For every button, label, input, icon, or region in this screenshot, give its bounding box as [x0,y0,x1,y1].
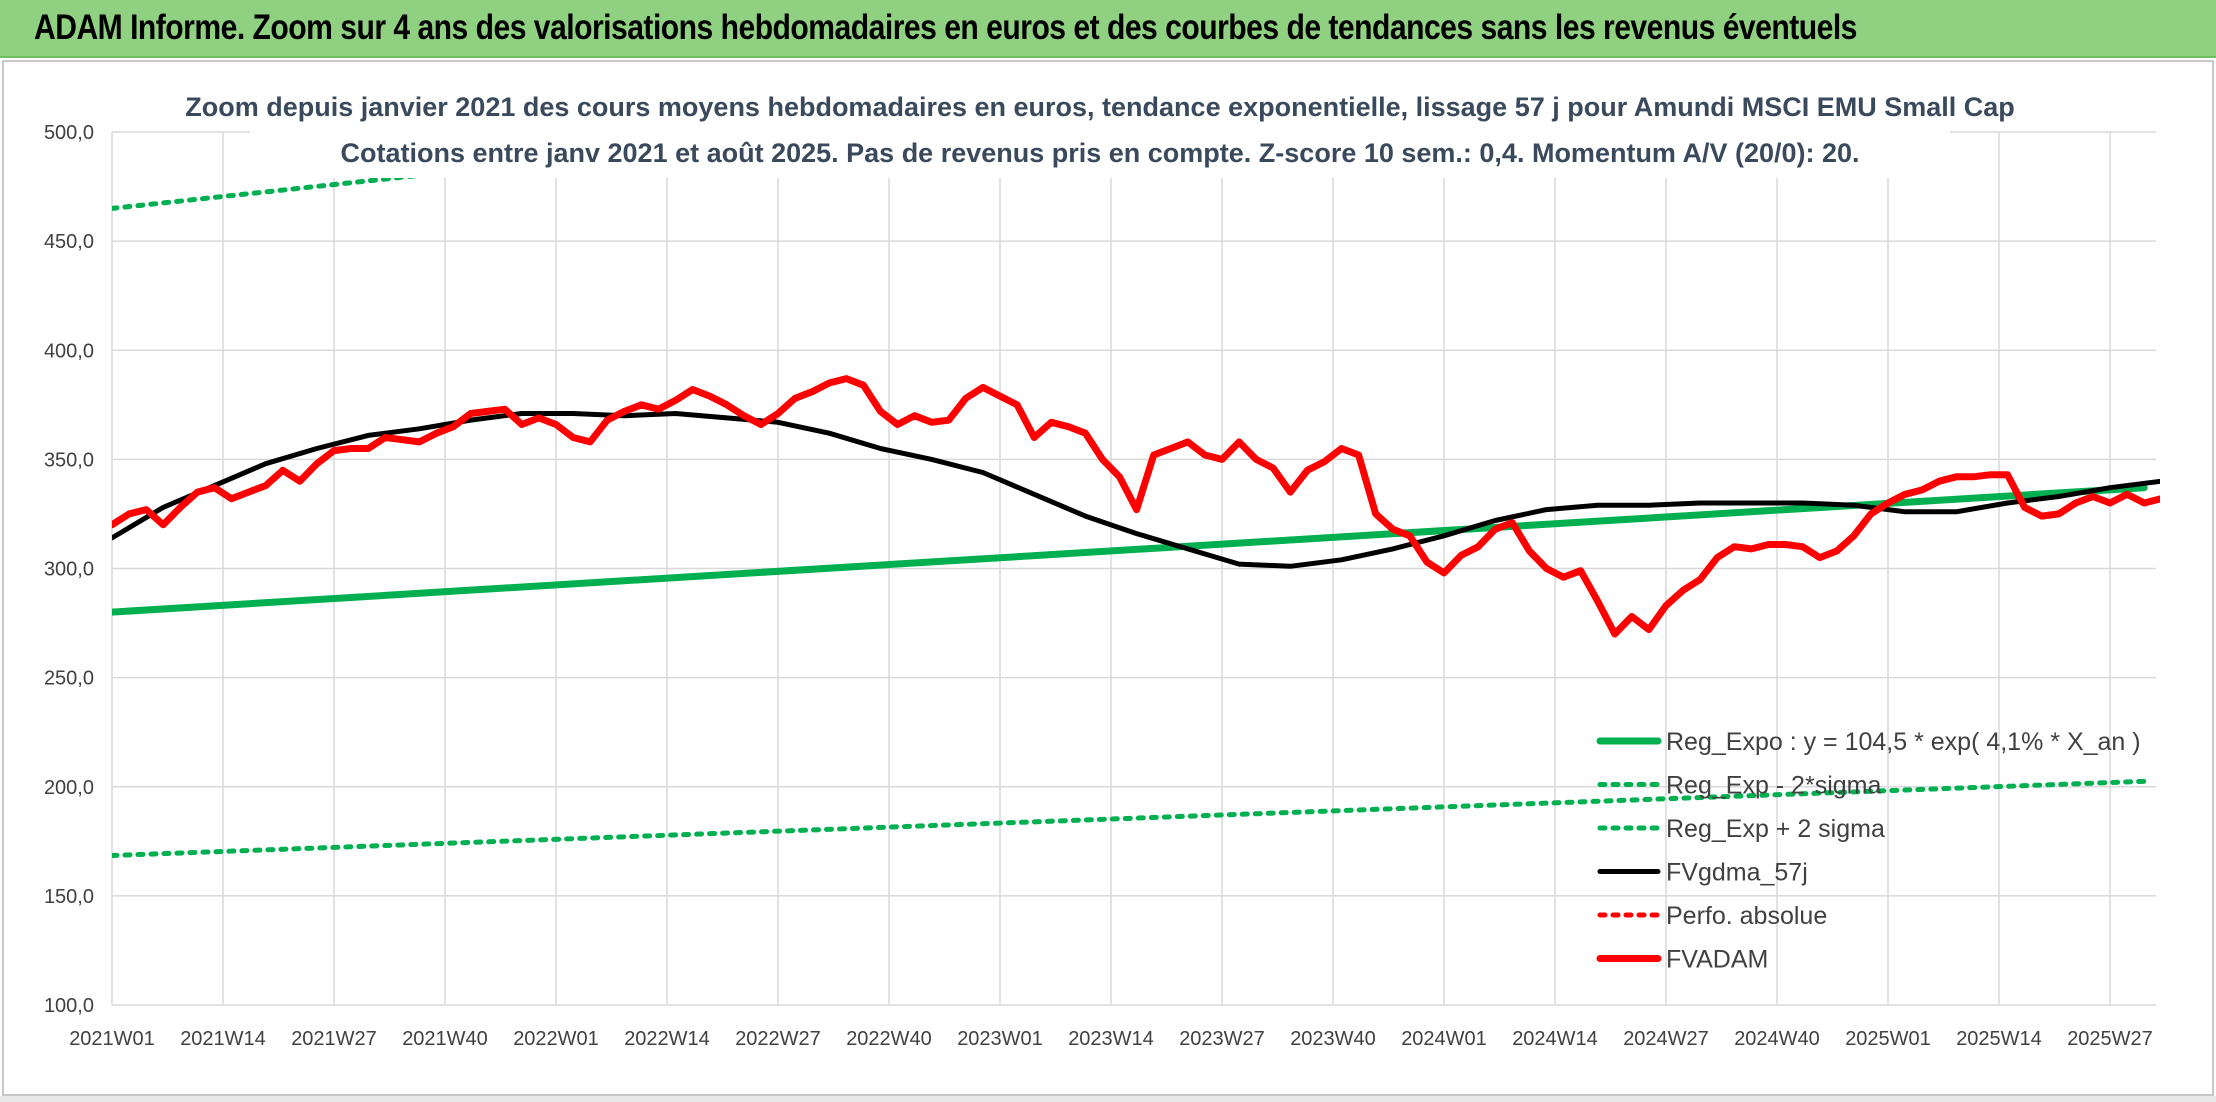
series-line-5 [112,375,2160,638]
chart-frame [2,60,2214,1096]
x-tick-label: 2023W01 [957,1028,1043,1050]
report-header: ADAM Informe. Zoom sur 4 ans des valoris… [0,0,2216,58]
x-tick-label: 2021W27 [291,1028,377,1050]
x-tick-label: 2023W14 [1068,1028,1154,1050]
y-tick-label: 450,0 [44,231,94,253]
legend-label: Reg_Exp + 2 sigma [1666,815,1885,843]
series-line-3 [112,411,2160,569]
x-tick-label: 2024W27 [1623,1028,1709,1050]
chart-subtitle: Cotations entre janv 2021 et août 2025. … [340,138,1859,168]
x-tick-label: 2025W14 [1956,1028,2042,1050]
report-title: ADAM Informe. Zoom sur 4 ans des valoris… [34,8,1857,47]
x-tick-label: 2022W14 [624,1028,710,1050]
y-tick-label: 350,0 [44,449,94,471]
y-tick-label: 100,0 [44,995,94,1017]
x-tick-label: 2021W40 [402,1028,488,1050]
chart-titles: Zoom depuis janvier 2021 des cours moyen… [185,86,2015,178]
x-tick-label: 2023W40 [1290,1028,1376,1050]
x-tick-label: 2024W40 [1734,1028,1820,1050]
x-tick-label: 2025W01 [1845,1028,1931,1050]
legend-label: Reg_Exp - 2*sigma [1666,772,1881,800]
chart-title: Zoom depuis janvier 2021 des cours moyen… [185,92,2015,122]
legend: Reg_Expo : y = 104,5 * exp( 4,1% * X_an … [1596,728,2141,974]
grid-lines [111,131,2156,1006]
x-tick-label: 2021W01 [69,1028,155,1050]
x-tick-label: 2022W27 [735,1028,821,1050]
series-line-0 [112,484,2148,616]
legend-label: FVgdma_57j [1666,859,1808,887]
title-background [250,86,1950,178]
y-tick-label: 500,0 [44,122,94,144]
x-tick-label: 2022W40 [846,1028,932,1050]
x-tick-label: 2025W27 [2067,1028,2153,1050]
legend-label: FVADAM [1666,946,1768,974]
y-tick-label: 400,0 [44,340,94,362]
y-tick-label: 250,0 [44,668,94,690]
x-tick-label: 2024W01 [1401,1028,1487,1050]
y-tick-label: 150,0 [44,886,94,908]
y-axis-ticks: 100,0 150,0 200,0 250,0 300,0 350,0 400,0 450,0… [44,122,94,1017]
x-tick-label: 2024W14 [1512,1028,1598,1050]
legend-label: Perfo. absolue [1666,902,1827,930]
x-tick-label: 2021W14 [180,1028,266,1050]
legend-label: Reg_Expo : y = 104,5 * exp( 4,1% * X_an … [1666,728,2141,756]
y-tick-label: 300,0 [44,559,94,581]
x-tick-label: 2023W27 [1179,1028,1265,1050]
series-line-1 [112,778,2147,858]
x-axis-ticks: 2021W01 2021W14 2021W27 2021W40 2022W01 2022W… [69,1028,2153,1050]
x-tick-label: 2022W01 [513,1028,599,1050]
footer-bar [0,1096,2216,1102]
y-tick-label: 200,0 [44,777,94,799]
